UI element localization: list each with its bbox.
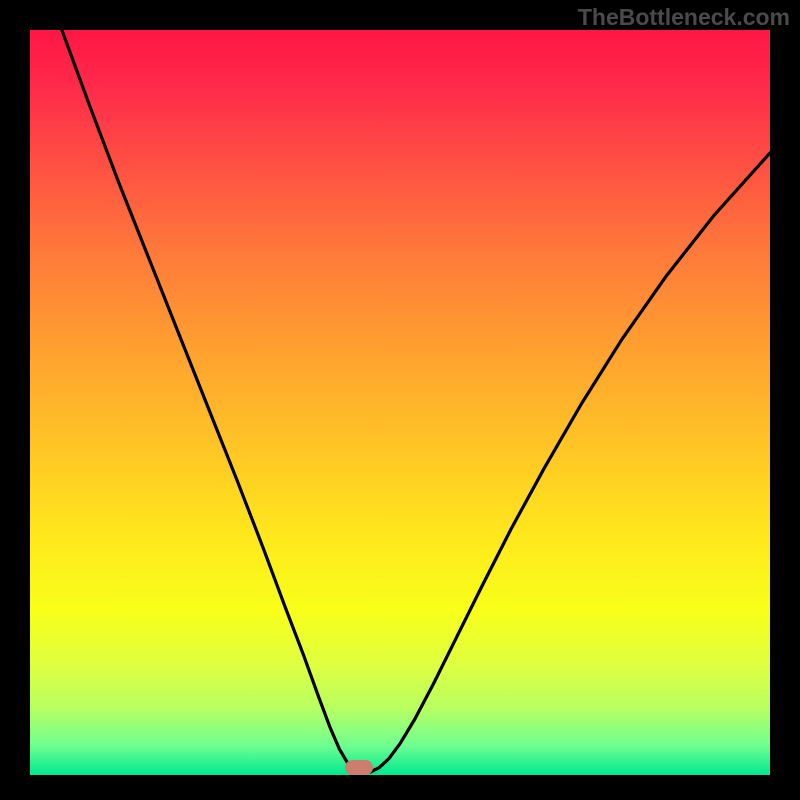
watermark-text: TheBottleneck.com (578, 4, 790, 31)
bottleneck-chart (30, 30, 770, 775)
bottleneck-curve (30, 30, 770, 775)
optimal-point-marker (345, 760, 373, 775)
